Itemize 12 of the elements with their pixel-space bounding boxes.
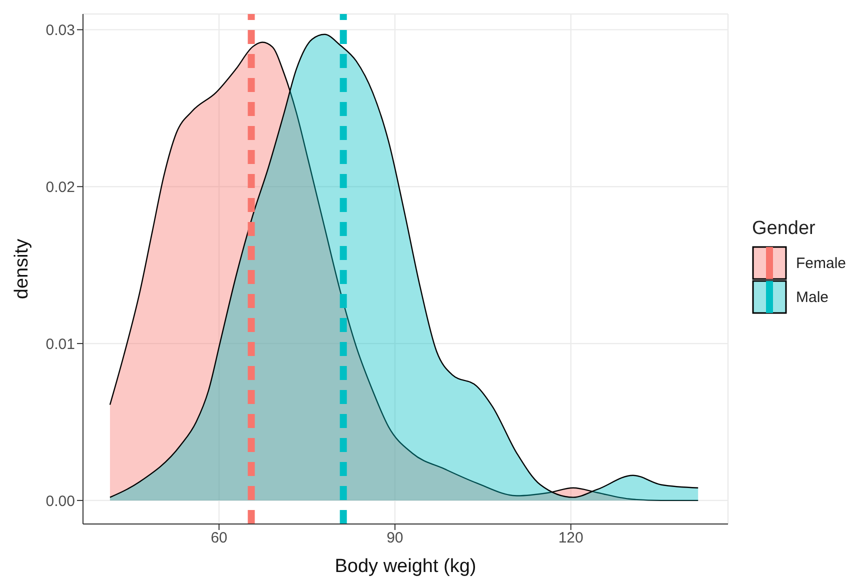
legend-label: Female [796,254,846,272]
x-tick-label: 90 [386,530,404,547]
y-tick-label: 0.00 [46,492,75,510]
y-tick-label: 0.03 [46,22,75,40]
x-axis-title: Body weight (kg) [334,556,476,577]
x-tick-label: 120 [558,530,584,547]
y-axis-title: density [12,238,33,300]
x-tick-label: 60 [210,530,228,547]
y-tick-label: 0.02 [46,178,75,196]
legend-title: Gender [752,218,816,240]
legend-label: Male [796,288,829,306]
y-tick-label: 0.01 [46,336,75,353]
